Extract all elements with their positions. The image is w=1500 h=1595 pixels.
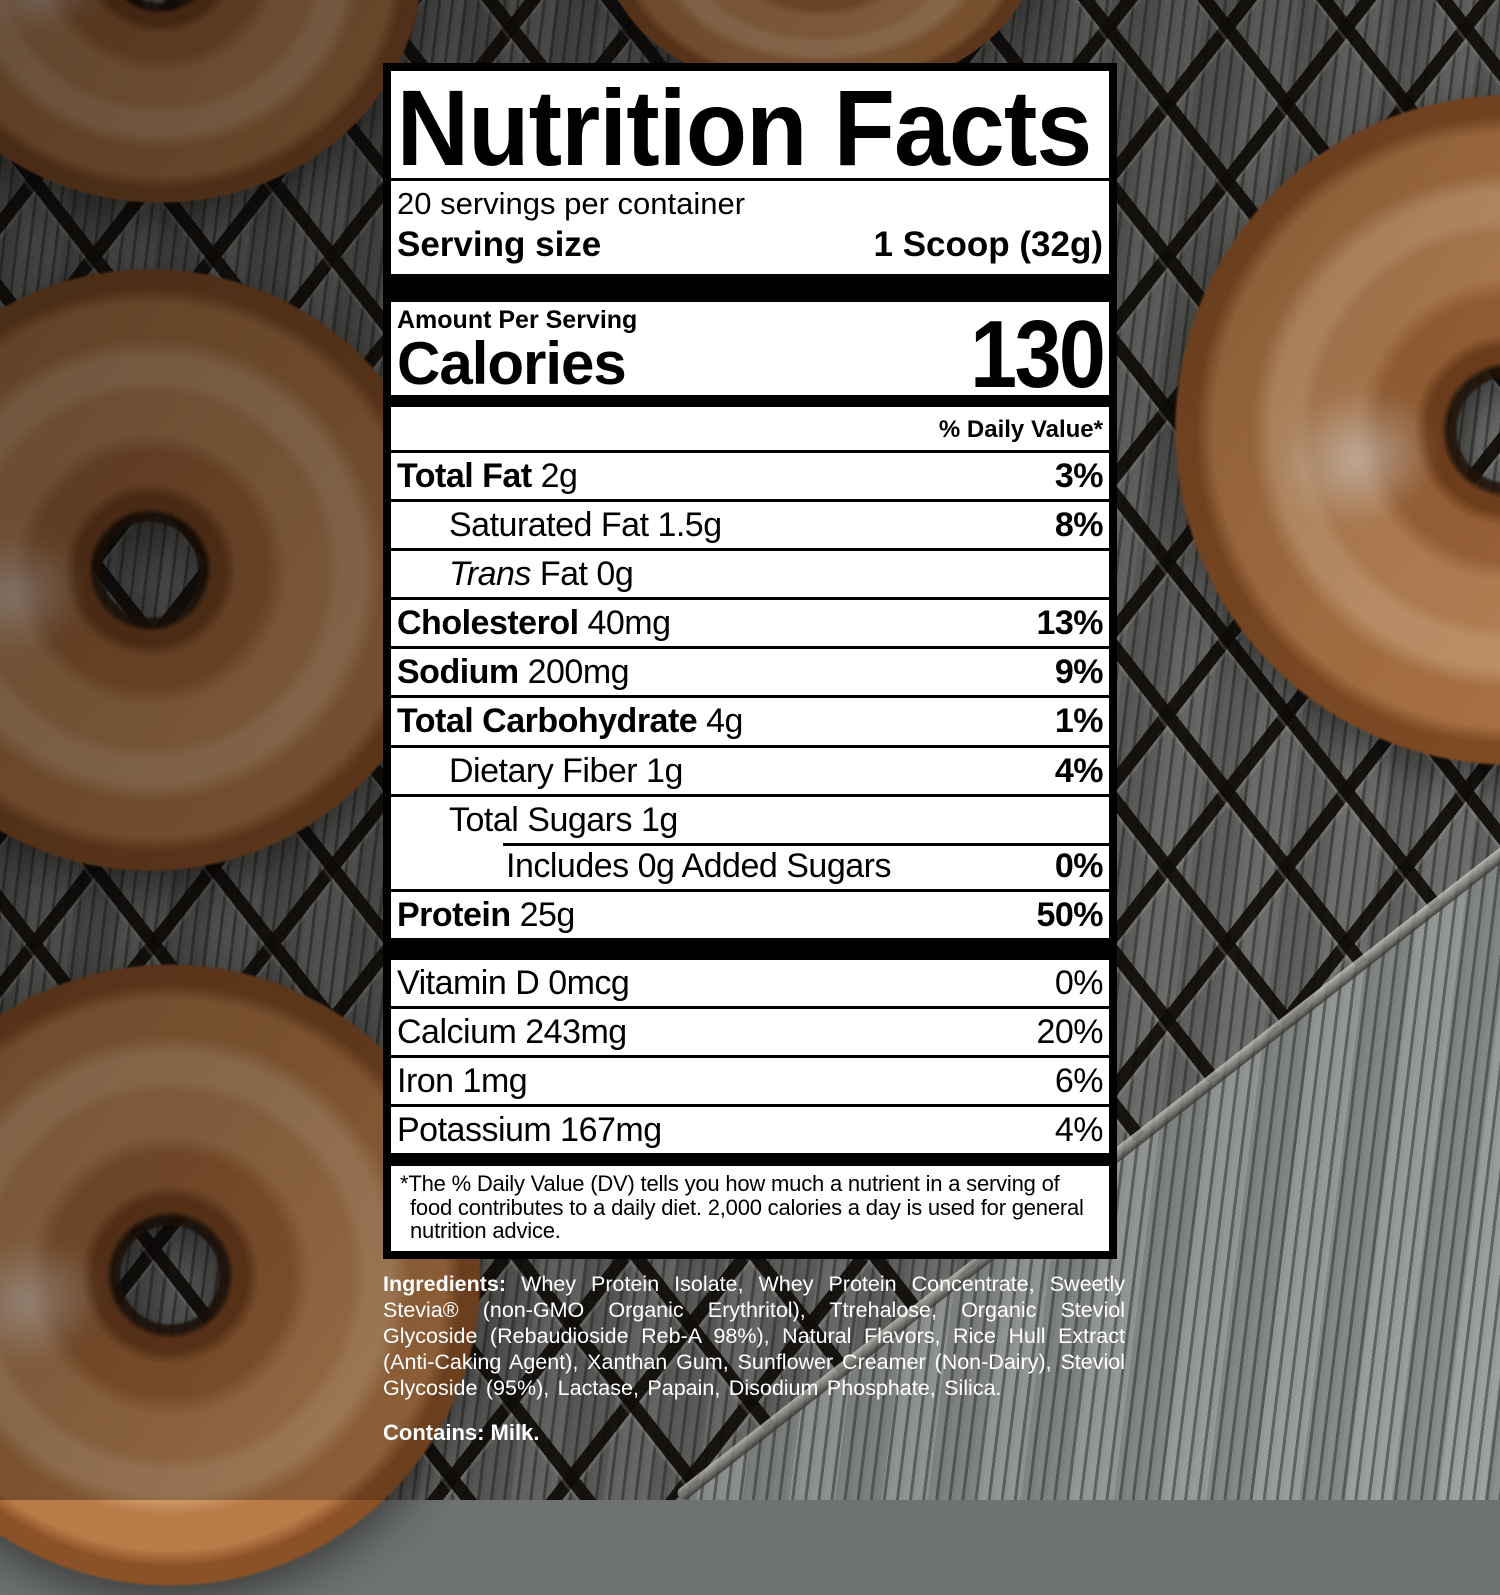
nutrient-rows: Total Fat 2g 3% Saturated Fat 1.5g 8% Tr…	[391, 449, 1109, 938]
nutrient-daily-value: 0%	[1054, 846, 1104, 885]
nutrient-daily-value: 8%	[1054, 506, 1104, 545]
nutrient-daily-value: 6%	[1054, 1062, 1104, 1101]
nutrient-row: Vitamin D 0mcg 0%	[391, 960, 1109, 1006]
nutrient-row: Potassium 167mg 4%	[391, 1104, 1109, 1153]
nutrient-row: Calcium 243mg 20%	[391, 1006, 1109, 1055]
nutrient-name: Protein 25g	[397, 895, 575, 934]
nutrient-row: Total Carbohydrate 4g 1%	[391, 695, 1109, 744]
nutrient-name: Iron 1mg	[397, 1062, 528, 1101]
daily-value-header: % Daily Value*	[938, 415, 1103, 443]
contains-statement: Contains: Milk.	[383, 1420, 540, 1445]
vitamin-rows: Vitamin D 0mcg 0% Calcium 243mg 20% Iron…	[391, 960, 1109, 1153]
nutrient-name: Total Sugars 1g	[449, 800, 678, 839]
separator-bar-medium	[391, 394, 1109, 407]
serving-size-row: Serving size 1 Scoop (32g)	[391, 222, 1109, 274]
nutrition-facts-panel: Nutrition Facts 20 servings per containe…	[383, 63, 1117, 1259]
nutrient-row: Total Fat 2g 3%	[391, 449, 1109, 499]
nutrient-name: Cholesterol 40mg	[397, 604, 671, 643]
nutrient-row: Iron 1mg 6%	[391, 1055, 1109, 1104]
separator-bar-thick-2	[391, 938, 1109, 961]
calories-value: 130	[969, 300, 1106, 408]
ingredients-paragraph: Ingredients: Whey Protein Isolate, Whey …	[383, 1271, 1125, 1401]
nutrient-row: Protein 25g 50%	[391, 888, 1109, 938]
amount-per-serving-label: Amount Per Serving	[397, 306, 638, 335]
nutrient-daily-value: 4%	[1054, 751, 1104, 790]
nutrient-name: Calcium 243mg	[397, 1013, 627, 1052]
nutrient-name: Includes 0g Added Sugars	[506, 846, 891, 885]
serving-size-value: 1 Scoop (32g)	[873, 225, 1103, 265]
ingredients-text: Whey Protein Isolate, Whey Protein Conce…	[383, 1271, 1125, 1400]
nutrient-row: Includes 0g Added Sugars 0%	[391, 842, 1109, 889]
title-rule	[391, 178, 1109, 182]
ingredients-prefix: Ingredients:	[383, 1271, 507, 1296]
nutrient-name: Saturated Fat 1.5g	[449, 506, 722, 545]
calories-label: Calories	[397, 329, 627, 397]
nutrient-name: Vitamin D 0mcg	[397, 964, 630, 1003]
calories-block: Amount Per Serving Calories 130	[391, 300, 1109, 408]
servings-per-container: 20 servings per container	[397, 186, 746, 222]
panel-title: Nutrition Facts	[396, 67, 1093, 188]
nutrient-row: Dietary Fiber 1g 4%	[391, 744, 1109, 794]
nutrient-daily-value: 20%	[1036, 1013, 1103, 1052]
nutrient-daily-value: 3%	[1054, 456, 1104, 495]
calories-left: Amount Per Serving Calories	[397, 306, 638, 397]
nutrient-row: Cholesterol 40mg 13%	[391, 597, 1109, 646]
daily-value-footnote: *The % Daily Value (DV) tells you how mu…	[400, 1171, 1084, 1243]
nutrient-name: Dietary Fiber 1g	[449, 751, 683, 790]
nutrient-row: Saturated Fat 1.5g 8%	[391, 499, 1109, 548]
nutrient-name: Potassium 167mg	[397, 1111, 662, 1150]
nutrient-row: Sodium 200mg 9%	[391, 646, 1109, 695]
nutrient-row: Total Sugars 1g	[391, 793, 1109, 843]
separator-bar-thick	[391, 274, 1109, 303]
nutrient-name: Total Fat 2g	[397, 456, 578, 495]
nutrient-daily-value: 13%	[1036, 604, 1103, 643]
nutrient-daily-value: 9%	[1054, 653, 1104, 692]
separator-bar-medium-2	[391, 1153, 1109, 1167]
nutrient-name: Total Carbohydrate 4g	[397, 702, 743, 741]
nutrient-daily-value: 50%	[1036, 895, 1103, 934]
nutrient-daily-value: 4%	[1054, 1111, 1104, 1150]
nutrient-row: Trans Fat 0g	[391, 548, 1109, 597]
nutrient-name: Trans Fat 0g	[449, 555, 634, 594]
nutrient-daily-value: 1%	[1054, 702, 1104, 741]
nutrient-daily-value: 0%	[1054, 964, 1104, 1003]
nutrient-name: Sodium 200mg	[397, 653, 630, 692]
serving-size-label: Serving size	[397, 225, 602, 265]
